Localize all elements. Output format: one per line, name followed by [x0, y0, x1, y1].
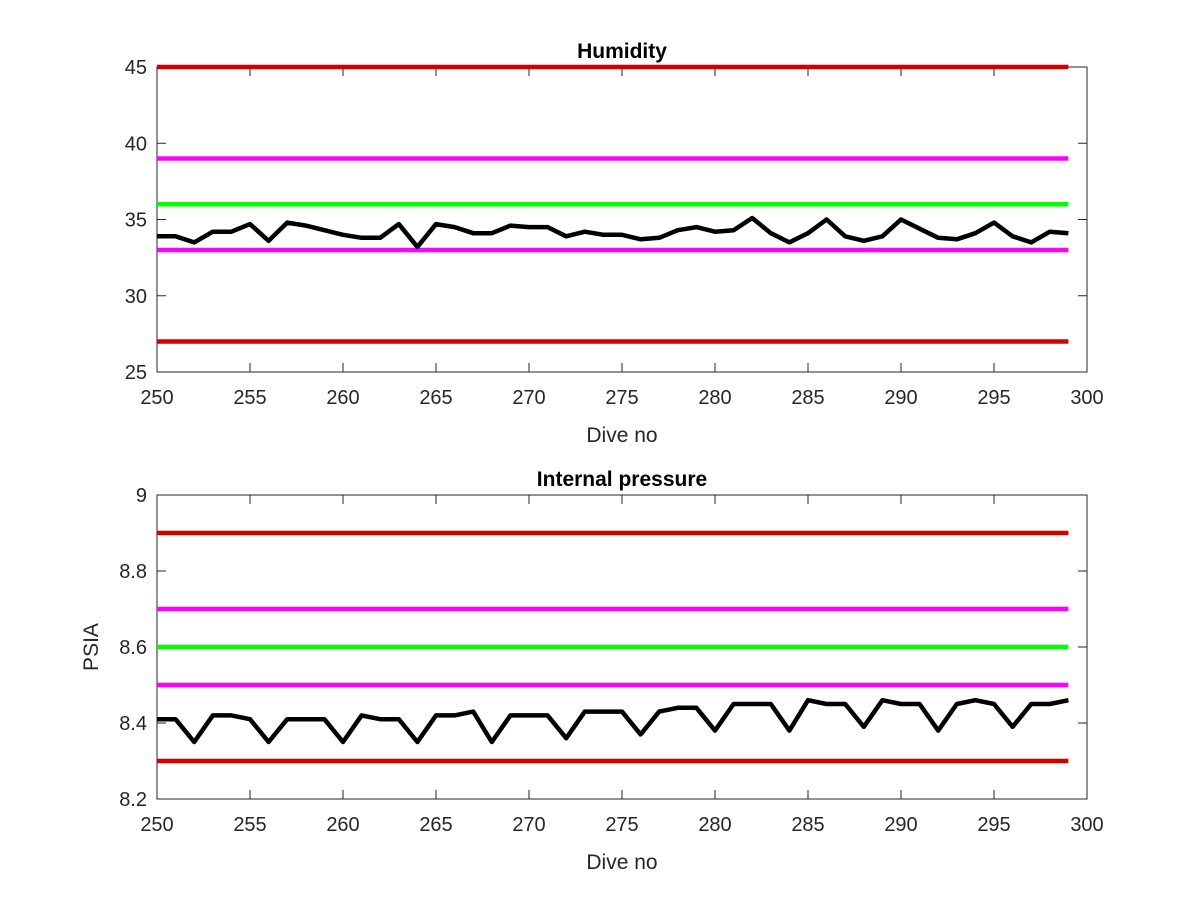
x-tick-label: 280 [698, 387, 731, 409]
data-series-line [157, 697, 1069, 745]
x-tick-label: 270 [512, 387, 545, 409]
plot-area [156, 66, 1088, 373]
x-tick-label: 255 [233, 814, 266, 836]
x-tick-label: 290 [884, 814, 917, 836]
x-tick-label: 295 [977, 387, 1010, 409]
y-tick-label: 45 [125, 57, 147, 79]
x-tick-label: 265 [419, 387, 452, 409]
x-tick-label: 275 [605, 387, 638, 409]
y-tick-label: 30 [125, 286, 147, 308]
x-tick-label: 300 [1070, 814, 1103, 836]
y-tick-label: 35 [125, 210, 147, 232]
y-tick-label: 8.8 [119, 561, 147, 583]
humidity-chart: 250 255 260 265 270 275 280 285 290 295 300 25 30 35 4… [125, 40, 1104, 447]
x-tick-label: 260 [326, 814, 359, 836]
x-tick-label: 300 [1070, 387, 1103, 409]
x-tick-label: 275 [605, 814, 638, 836]
chart-title: Internal pressure [537, 468, 707, 491]
x-tick-label: 250 [140, 387, 173, 409]
x-tick-label: 250 [140, 814, 173, 836]
x-tick-label: 285 [791, 814, 824, 836]
x-tick-label: 270 [512, 814, 545, 836]
y-tick-label: 25 [125, 362, 147, 384]
x-axis-label: Dive no [586, 424, 657, 447]
y-axis-label: PSIA [80, 623, 103, 671]
x-tick-label: 255 [233, 387, 266, 409]
x-tick-label: 290 [884, 387, 917, 409]
y-tick-label: 8.4 [119, 713, 147, 735]
x-tick-label: 295 [977, 814, 1010, 836]
chart-title: Humidity [577, 40, 667, 63]
x-tick-label: 280 [698, 814, 731, 836]
internal-pressure-chart: 250 255 260 265 270 275 280 285 290 295 300 8.2 8.4 8… [80, 468, 1104, 874]
y-tick-label: 9 [136, 485, 147, 507]
x-axis-label: Dive no [586, 851, 657, 874]
data-series-line [157, 215, 1069, 250]
x-tick-label: 285 [791, 387, 824, 409]
y-tick-label: 8.2 [119, 789, 147, 811]
x-tick-label: 260 [326, 387, 359, 409]
y-tick-label: 40 [125, 133, 147, 155]
y-tick-label: 8.6 [119, 637, 147, 659]
x-tick-label: 265 [419, 814, 452, 836]
